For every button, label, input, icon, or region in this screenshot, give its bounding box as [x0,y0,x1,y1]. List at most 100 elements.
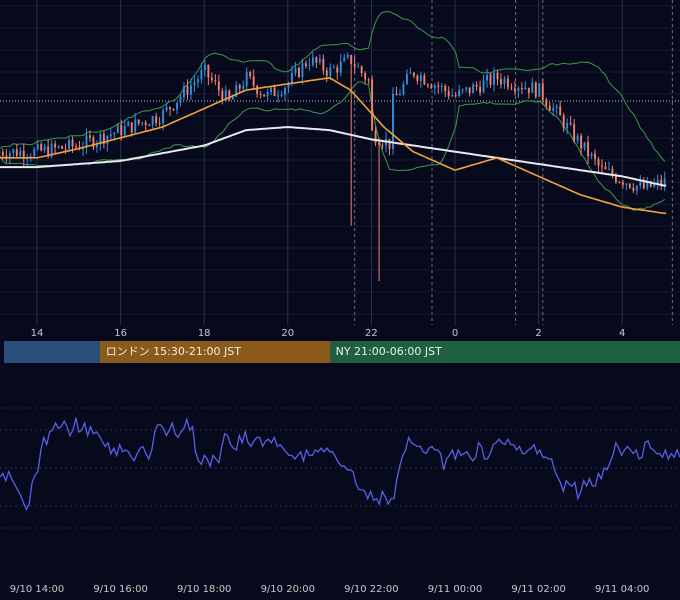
candle-body [61,146,64,149]
candle-body [141,122,144,124]
session-segment: NY 21:00-06:00 JST [329,341,680,363]
candle-body [120,125,123,136]
candle-body [632,187,635,191]
candle-body [583,142,586,149]
candle-body [169,107,172,109]
candle-body [409,72,412,74]
candle-body [297,68,300,78]
candle-body [277,95,280,97]
candle-body [33,149,36,157]
candle-body [625,183,628,185]
candle-body [475,84,478,87]
candle-body [318,58,321,63]
candle-body [158,123,161,125]
candle-body [336,67,339,73]
price-x-tick: 4 [619,328,626,339]
candle-body [541,83,544,100]
candle-body [433,85,436,89]
candle-body [594,153,596,160]
candle-body [426,84,429,86]
candle-body [580,135,583,149]
candle-body [291,73,293,84]
candle-body [468,87,471,94]
candle-body [573,124,576,141]
candle-body [179,96,182,103]
candle-body [332,67,335,69]
candle-body [259,94,262,96]
candle-body [534,82,537,97]
candle-body [381,144,384,146]
session-segment: ロンドン 15:30-21:00 JST [99,341,330,363]
candle-body [635,185,638,191]
candle-body [266,92,269,97]
candle-body [597,159,600,166]
candle-body [200,70,203,80]
candle-body [524,87,527,90]
candle-body [137,119,140,124]
candle-body [364,72,367,80]
candle-body [57,146,60,148]
candle-body [224,90,227,101]
candle-body [88,135,91,138]
candle-body [437,85,440,87]
osc-x-tick: 9/11 00:00 [427,584,483,595]
price-x-tick: 16 [114,328,127,339]
candle-body [587,142,590,157]
candle-body [472,84,475,94]
candle-body [231,96,234,100]
candle-body [301,63,304,78]
candle-body [113,132,116,135]
candle-body [656,179,659,184]
candle-body [496,72,499,80]
candle-body [311,57,314,65]
candle-body [284,87,286,95]
oscillator-chart[interactable] [0,368,680,578]
candle-body [165,107,168,111]
candle-body [75,146,77,148]
price-chart[interactable] [0,0,680,325]
candle-body [68,139,71,149]
candle-body [5,155,8,159]
candle-body [304,63,307,67]
candle-body [555,106,558,108]
candle-body [308,64,311,67]
candle-body [461,89,464,91]
candle-body [210,77,213,81]
candle-body [513,88,516,91]
candle-body [608,169,610,171]
candle-body [614,175,617,183]
candle-body [353,64,356,67]
candle-body [106,135,109,144]
candle-body [360,66,363,73]
candle-body [660,179,663,186]
candle-body [235,85,238,97]
candle-body [176,102,178,110]
candle-body [155,116,158,124]
candle-body [186,86,189,95]
candle-body [221,90,224,101]
candle-body [162,110,165,124]
candle-body [520,88,523,90]
candle-body [64,148,67,150]
candle-body [611,169,614,176]
candle-body [127,122,130,127]
candle-body [294,68,297,74]
candle-body [566,122,569,129]
candle-body [287,83,290,88]
candle-body [590,153,593,157]
osc-x-tick: 9/10 14:00 [9,584,65,595]
candle-body [22,150,25,159]
candle-body [280,94,283,96]
bollinger-upper [0,11,666,162]
candle-body [545,99,548,106]
candle-body [85,135,88,148]
candle-body [604,166,607,170]
candle-body [172,108,175,110]
candle-body [653,183,656,187]
bollinger-lower [0,81,665,211]
candle-body [493,72,495,85]
candle-body [123,126,126,136]
candle-body [19,150,22,156]
candle-body [217,81,220,91]
session-segment [3,341,100,363]
